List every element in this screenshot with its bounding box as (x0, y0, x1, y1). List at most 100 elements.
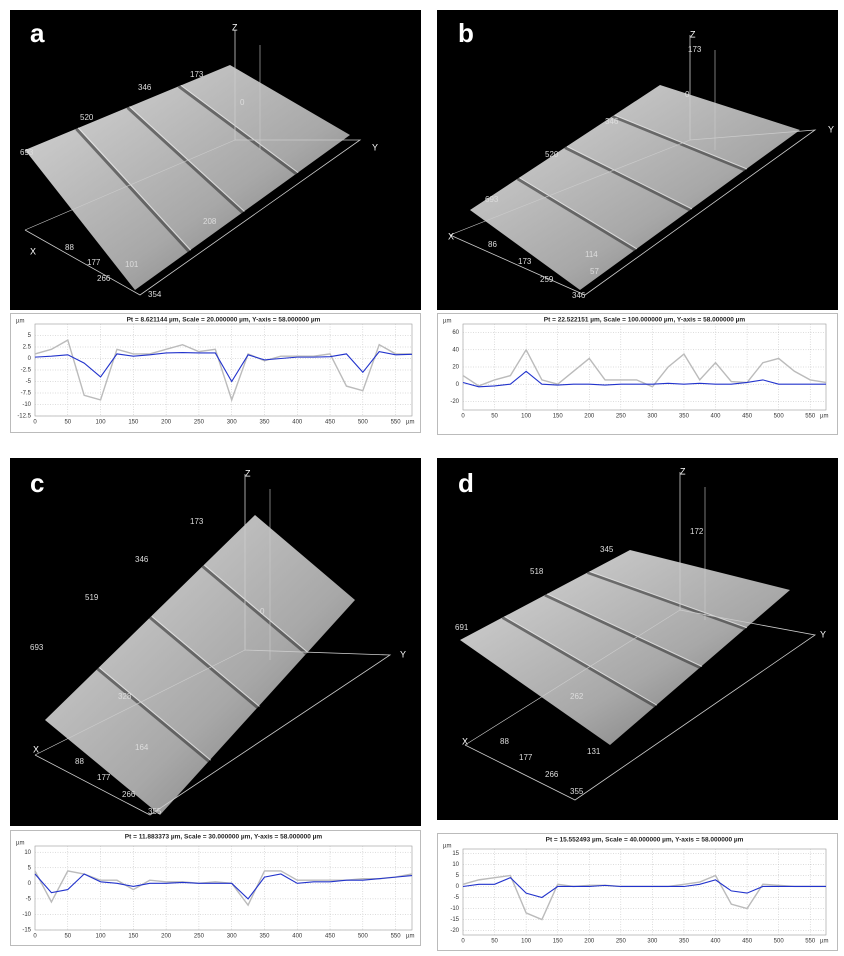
y-tick-label: 60 (452, 330, 459, 336)
y-tick-label: -20 (450, 928, 459, 934)
panel-label: a (30, 18, 45, 48)
x-tick-label: 100 (521, 939, 532, 945)
surface-tick-label: 172 (690, 527, 704, 536)
surface-tick-label: 173 (518, 257, 532, 266)
surface-tick-label: 0 (240, 98, 245, 107)
y-tick-label: -5 (454, 895, 460, 901)
grid-box (449, 139, 691, 236)
grid-box (34, 474, 392, 816)
x-tick-label: 150 (553, 939, 564, 945)
x-tick-label: 550 (391, 420, 402, 426)
plot-area (462, 848, 827, 936)
groove (149, 616, 259, 709)
groove (501, 616, 656, 708)
x-tick-label: 450 (325, 934, 336, 940)
groove-edge (504, 616, 658, 706)
x-tick-label: 350 (259, 420, 270, 426)
x-unit: µm (406, 934, 414, 940)
groove (611, 114, 746, 172)
y-tick-label: -2.5 (21, 368, 32, 374)
panel: b Z Y X 0 173 346 520 693 86 173 259 346 114 57 Pt = 22… (437, 10, 838, 435)
y-tick-label: -5 (26, 379, 32, 385)
surface-tick-label: 693 (20, 148, 34, 157)
x-tick-label: 300 (647, 939, 658, 945)
x-tick-label: 350 (259, 934, 270, 940)
y-tick-label: -5 (26, 896, 32, 902)
chart-title: Pt = 15.552493 µm, Scale = 40.000000 µm,… (546, 837, 744, 844)
x-tick-label: 400 (292, 420, 303, 426)
x-tick-label: 250 (194, 420, 205, 426)
groove-edge (546, 593, 703, 667)
filtered-profile (34, 350, 413, 383)
y-tick-label: -10 (22, 402, 31, 408)
surface-tick-label: 262 (570, 692, 584, 701)
panel: c Z Y X 173 346 519 693 0 328 164 88 177 266 355 Pt = 1… (10, 458, 421, 946)
y-tick-label: -7.5 (21, 391, 32, 397)
axis-name: X (462, 736, 468, 746)
x-unit: µm (406, 420, 414, 426)
x-tick-label: 500 (358, 420, 369, 426)
x-tick-label: 150 (128, 934, 139, 940)
groove (564, 146, 691, 212)
x-tick-label: 50 (64, 420, 71, 426)
grid-box (34, 649, 246, 756)
panel-label: b (458, 18, 474, 48)
axis-name: Z (680, 466, 686, 476)
surface-tick-label: 693 (30, 643, 44, 652)
x-tick-label: 200 (161, 934, 172, 940)
plot-area (462, 323, 827, 411)
surface-tick-label: 355 (148, 807, 162, 816)
groove (516, 177, 636, 252)
groove-edge (204, 564, 309, 654)
groove (177, 85, 298, 175)
surface-tick-label: 88 (65, 243, 74, 252)
surface-tick-label: 354 (148, 290, 162, 299)
x-tick-label: 400 (711, 414, 722, 420)
surface (45, 515, 355, 815)
surface-tick-label: 131 (587, 747, 601, 756)
axis-name: X (30, 246, 36, 256)
grid-box (24, 30, 362, 296)
surface-tick-label: 519 (85, 593, 99, 602)
x-tick-label: 50 (491, 414, 498, 420)
surface-tick-label: 345 (600, 545, 614, 554)
groove-edge (566, 146, 693, 210)
groove (75, 127, 190, 253)
surface-tick-label: 520 (80, 113, 94, 122)
x-tick-label: 450 (742, 414, 753, 420)
surface (470, 85, 800, 290)
axis-name: Y (400, 649, 406, 659)
surface-tick-label: 177 (97, 773, 111, 782)
x-tick-label: 100 (96, 420, 107, 426)
x-tick-label: 500 (358, 934, 369, 940)
y-unit: µm (443, 844, 451, 850)
surface-tick-label: 173 (688, 45, 702, 54)
x-tick-label: 250 (616, 414, 627, 420)
y-tick-label: 0 (456, 884, 460, 890)
x-tick-label: 550 (391, 934, 402, 940)
panel: a Z Y X 173 346 520 693 0 208 101 88 177 266 354 Pt = 8… (10, 10, 421, 433)
x-tick-label: 200 (584, 939, 595, 945)
surface-tick-label: 520 (545, 150, 559, 159)
x-tick-label: 550 (805, 414, 816, 420)
plot-area (34, 845, 413, 931)
x-tick-label: 50 (64, 934, 71, 940)
surface-tick-label: 57 (590, 267, 599, 276)
surface-tick-label: 173 (190, 70, 204, 79)
filtered-profile (462, 877, 826, 899)
x-tick-label: 150 (553, 414, 564, 420)
groove-edge (77, 127, 192, 251)
x-tick-label: 300 (227, 420, 238, 426)
x-tick-label: 200 (161, 420, 172, 426)
surface-tick-label: 164 (135, 743, 149, 752)
axis-name: X (448, 231, 454, 241)
x-tick-label: 400 (292, 934, 303, 940)
x-unit: µm (820, 939, 828, 945)
y-tick-label: -15 (450, 917, 459, 923)
x-tick-label: 300 (647, 414, 658, 420)
surface-tick-label: 86 (488, 240, 497, 249)
x-tick-label: 250 (616, 939, 627, 945)
x-tick-label: 350 (679, 939, 690, 945)
chart-title: Pt = 11.883373 µm, Scale = 30.000000 µm,… (125, 834, 323, 841)
surface-tick-label: 208 (203, 217, 217, 226)
